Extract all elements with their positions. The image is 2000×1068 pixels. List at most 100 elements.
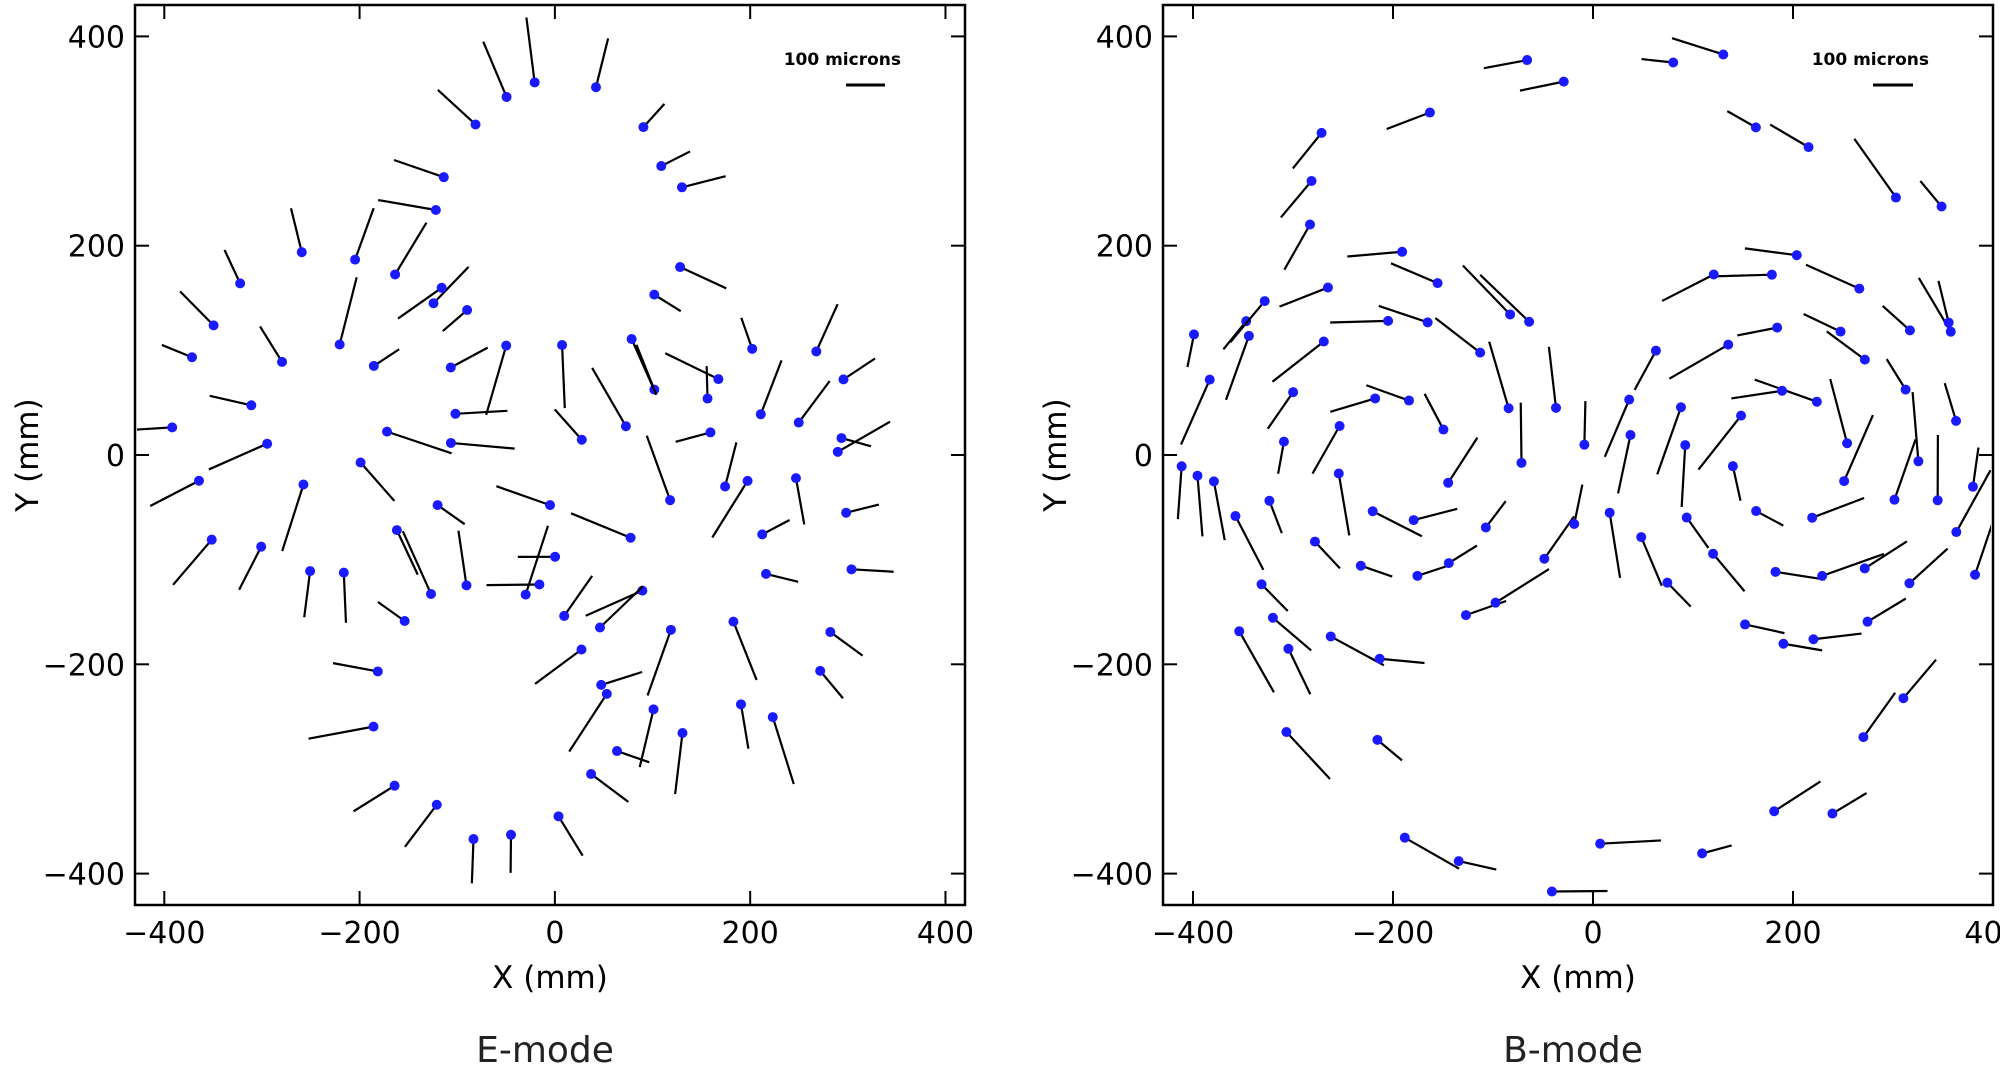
displacement-vector — [1376, 739, 1403, 762]
sensor-point — [656, 161, 667, 172]
sensor-point — [1176, 461, 1187, 472]
sensor-point — [1778, 638, 1789, 649]
displacement-vector — [553, 408, 583, 441]
sensor-point — [1625, 430, 1636, 441]
sensor-point — [1422, 317, 1433, 328]
displacement-vector — [1311, 425, 1341, 475]
plot-frame — [1161, 3, 1995, 907]
sensor-point — [1372, 734, 1383, 745]
sensor-point — [747, 343, 758, 354]
displacement-vector — [653, 293, 682, 313]
displacement-vector — [1974, 523, 1991, 576]
sensor-point — [1443, 477, 1454, 488]
sensor-point — [1951, 415, 1962, 426]
sensor-point — [620, 421, 631, 432]
sensor-point — [334, 339, 345, 350]
x-axis-title: X (mm) — [492, 960, 608, 996]
displacement-vector — [1775, 570, 1826, 581]
sensor-point — [246, 400, 257, 411]
sensor-point — [470, 119, 481, 130]
displacement-vector — [1813, 632, 1862, 641]
sensor-point — [1188, 329, 1199, 340]
sensor-point — [1827, 808, 1838, 819]
displacement-vector — [642, 103, 666, 128]
sensor-point — [450, 408, 461, 419]
scale-bar-label: 100 microns — [784, 50, 901, 70]
displacement-vector — [377, 198, 437, 212]
displacement-vector — [1314, 540, 1341, 570]
displacement-vector — [679, 266, 727, 290]
sensor-point — [755, 409, 766, 420]
displacement-vector — [1803, 313, 1842, 333]
sensor-point — [594, 622, 605, 633]
displacement-vector — [1821, 552, 1885, 577]
sensor-point — [838, 374, 849, 385]
displacement-vector — [1347, 250, 1403, 258]
sensor-point — [1791, 250, 1802, 261]
sensor-point — [1234, 626, 1245, 637]
displacement-vector — [674, 732, 684, 795]
displacement-vector — [209, 394, 252, 407]
displacement-vector — [829, 631, 864, 657]
displacement-vector — [1448, 544, 1478, 565]
displacement-vector — [638, 709, 655, 768]
y-tick-label: 200 — [68, 230, 125, 265]
sensor-point — [298, 479, 309, 490]
sensor-point — [445, 362, 456, 373]
displacement-vector — [179, 290, 215, 327]
displacement-vector — [450, 441, 515, 450]
sensor-point — [1839, 476, 1850, 487]
x-tick-label: −200 — [318, 916, 400, 951]
y-axis-title: Y (mm) — [1038, 398, 1074, 512]
displacement-vector — [1260, 583, 1289, 612]
sensor-point — [468, 834, 479, 845]
sensor-point — [1723, 339, 1734, 350]
sensor-point — [368, 360, 379, 371]
displacement-vector — [1656, 406, 1682, 475]
sensor-point — [761, 568, 772, 579]
sensor-point — [1204, 374, 1215, 385]
displacement-vector — [352, 784, 396, 813]
sensor-point — [1460, 610, 1471, 621]
sensor-point — [1913, 456, 1924, 467]
displacement-vector — [1826, 330, 1866, 361]
displacement-vector — [771, 716, 795, 785]
displacement-vector — [338, 277, 358, 345]
x-tick-label: −400 — [1152, 916, 1234, 951]
displacement-vector — [1701, 844, 1732, 855]
sensor-point — [1970, 569, 1981, 580]
sensor-point — [713, 374, 724, 385]
sensor-point — [1862, 616, 1873, 627]
sensor-point — [501, 91, 512, 102]
sensor-point — [1750, 122, 1761, 133]
sensor-point — [1333, 468, 1344, 479]
displacement-vector — [401, 530, 433, 595]
displacement-vector — [794, 477, 806, 525]
sensor-point — [1681, 512, 1692, 523]
sensor-point — [576, 434, 587, 445]
sensor-point — [1453, 856, 1464, 867]
displacement-vector — [404, 804, 438, 848]
displacement-vector — [1640, 536, 1663, 587]
sensor-point — [677, 728, 688, 739]
sensor-point — [586, 769, 597, 780]
displacement-vector — [1413, 507, 1458, 522]
sensor-point — [1281, 726, 1292, 737]
displacement-vector — [1280, 180, 1313, 219]
displacement-vector — [1196, 475, 1204, 537]
displacement-vector — [1417, 565, 1447, 577]
sensor-point — [648, 704, 659, 715]
displacement-vector — [1551, 889, 1608, 893]
displacement-vector — [149, 479, 200, 507]
displacement-vector — [1971, 447, 1980, 487]
sensor-point — [1889, 494, 1900, 505]
displacement-vector — [563, 575, 594, 617]
sensor-point — [1595, 838, 1606, 849]
sensor-point — [1305, 219, 1316, 230]
sensor-point — [534, 579, 545, 590]
displacement-vector — [797, 380, 831, 424]
sensor-point — [832, 446, 843, 457]
displacement-vector — [1229, 300, 1266, 343]
displacement-vector — [359, 461, 396, 502]
sensor-point — [208, 320, 219, 331]
